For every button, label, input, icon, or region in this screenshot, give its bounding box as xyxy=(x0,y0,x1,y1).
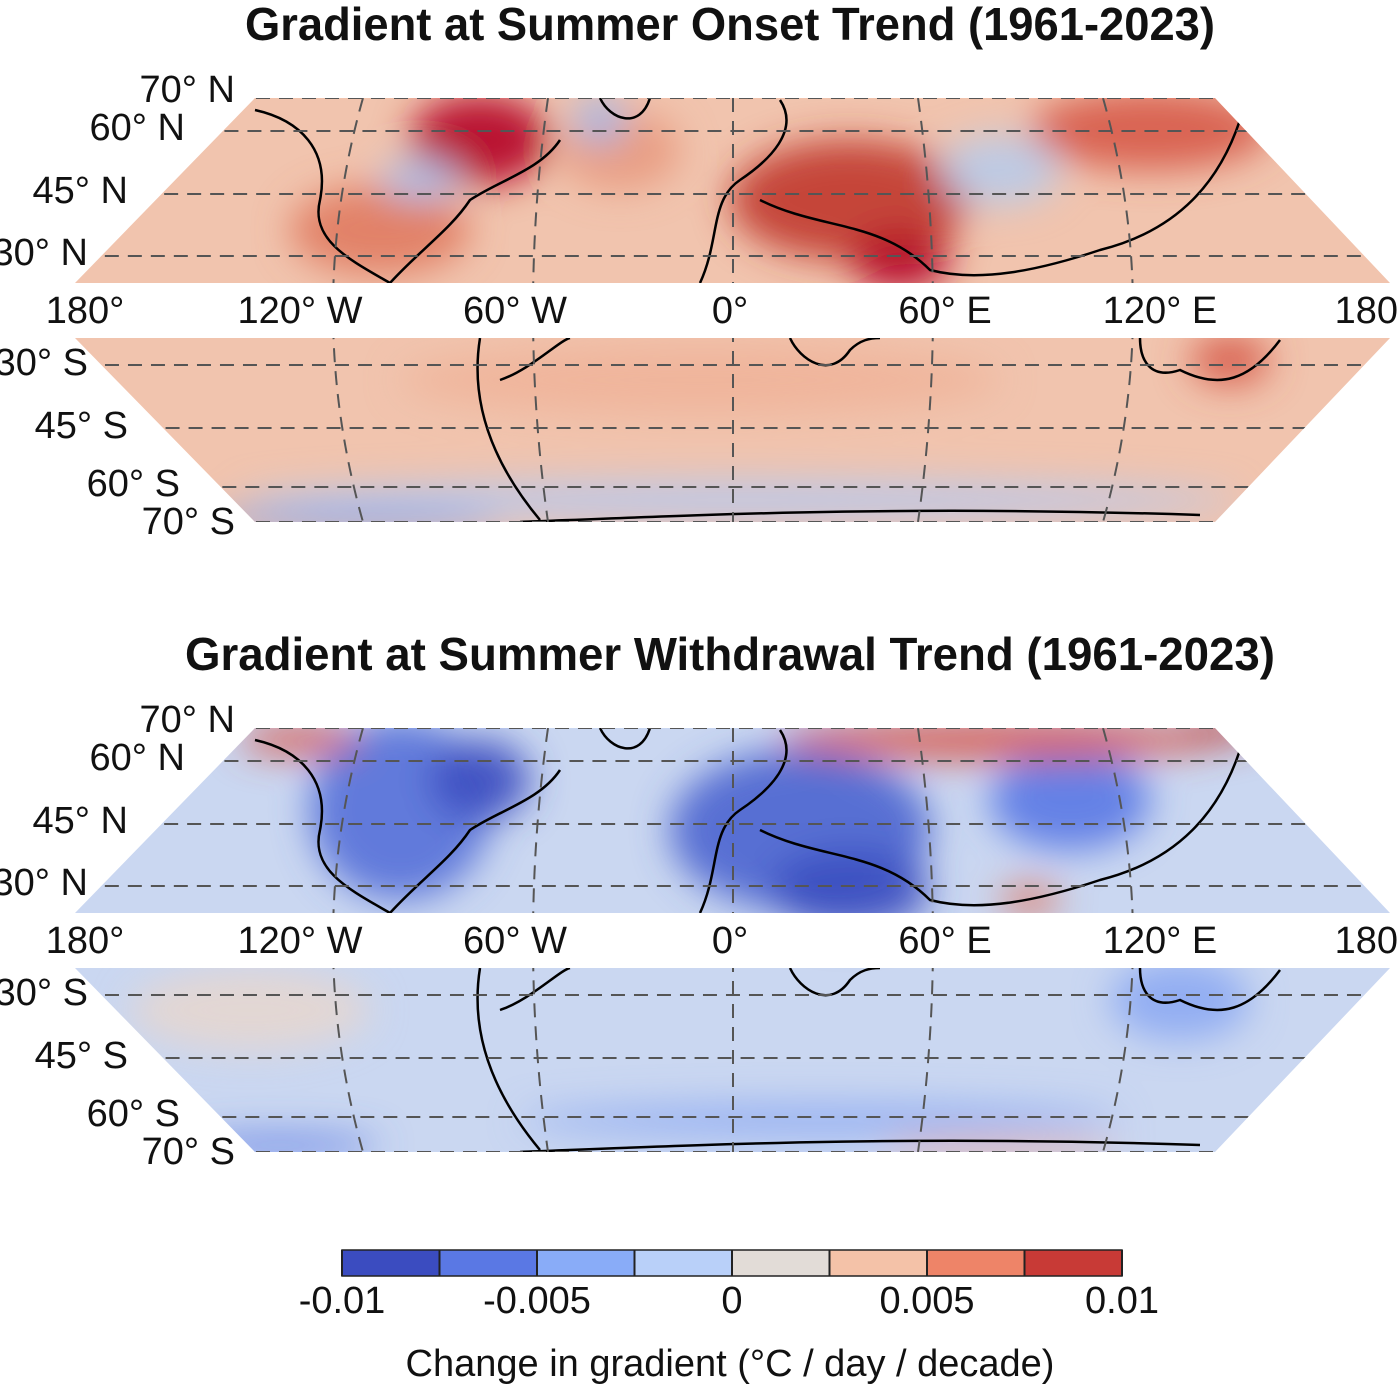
coastline xyxy=(254,738,391,915)
colorbar-bin xyxy=(732,1250,830,1276)
coastline xyxy=(788,966,881,997)
latitude-label: 60° N xyxy=(90,107,185,149)
latitude-label: 60° S xyxy=(87,1093,180,1135)
longitude-label: 0° xyxy=(712,290,748,332)
colorbar-bin xyxy=(829,1250,928,1276)
latitude-label: 70° S xyxy=(142,1131,235,1173)
field-patch xyxy=(290,185,470,275)
longitude-label: 120° E xyxy=(1103,290,1218,332)
longitude-label: 180 xyxy=(1335,920,1398,962)
latitude-label: 70° S xyxy=(142,501,235,543)
coastline xyxy=(476,966,571,1151)
field-patch xyxy=(400,345,1000,415)
field-patch xyxy=(780,728,1220,760)
latitude-label: 45° N xyxy=(33,170,128,212)
colorbar-bin xyxy=(342,1250,440,1276)
latitude-label: 45° N xyxy=(33,800,128,842)
panel-title: Gradient at Summer Withdrawal Trend (196… xyxy=(185,628,1275,680)
longitude-label: 120° E xyxy=(1103,920,1218,962)
field-patch xyxy=(770,850,930,930)
latitude-label: 45° S xyxy=(35,405,128,447)
coastline xyxy=(598,728,652,750)
latitude-label: 45° S xyxy=(35,1035,128,1077)
colorbar-bin xyxy=(1024,1250,1123,1276)
colorbar-tick-label: -0.01 xyxy=(299,1280,386,1322)
field-patch xyxy=(380,160,460,200)
equator-gap xyxy=(0,914,1400,967)
field-patch xyxy=(575,98,625,145)
coastline xyxy=(698,729,788,914)
field-patch xyxy=(990,750,1150,850)
longitude-label: 60° E xyxy=(898,290,991,332)
colorbar-tick-label: 0.005 xyxy=(879,1280,974,1322)
map-panel: Gradient at Summer Withdrawal Trend (196… xyxy=(0,628,1400,1173)
coastline xyxy=(598,98,652,120)
coastline xyxy=(476,336,571,521)
colorbar-bin xyxy=(634,1250,733,1276)
colorbar-tick-label: 0.01 xyxy=(1085,1280,1159,1322)
colorbar-tick-label: 0 xyxy=(721,1280,742,1322)
longitude-label: 180° xyxy=(46,920,125,962)
longitude-label: 60° W xyxy=(463,290,567,332)
field-patch xyxy=(730,140,970,260)
coastline xyxy=(759,749,1242,907)
field-patch xyxy=(410,98,550,185)
field-patch xyxy=(880,1140,1120,1152)
field-patch xyxy=(1180,728,1260,742)
field-patch xyxy=(240,728,360,755)
colorbar-label: Change in gradient (°C / day / decade) xyxy=(406,1343,1055,1385)
longitude-label: 180 xyxy=(1335,290,1398,332)
colorbar-bin xyxy=(927,1250,1025,1276)
latitude-label: 30° N xyxy=(0,232,88,274)
latitude-label: 70° N xyxy=(140,699,235,741)
map-panel: Gradient at Summer Onset Trend (1961-202… xyxy=(0,0,1400,543)
field-patch xyxy=(850,230,950,290)
longitude-label: 0° xyxy=(712,920,748,962)
latitude-label: 30° S xyxy=(0,972,88,1014)
equator-gap xyxy=(0,284,1400,337)
coastline xyxy=(254,108,391,285)
latitude-label: 60° S xyxy=(87,463,180,505)
field xyxy=(200,98,1270,522)
latitude-label: 30° N xyxy=(0,862,88,904)
latitude-label: 30° S xyxy=(0,342,88,384)
colorbar-bin xyxy=(537,1250,635,1276)
coastline xyxy=(519,1139,1201,1152)
field-patch xyxy=(520,1105,1120,1135)
longitude-label: 60° W xyxy=(463,920,567,962)
latitude-label: 60° N xyxy=(90,737,185,779)
field-patch xyxy=(1190,335,1270,385)
longitude-label: 120° W xyxy=(237,920,362,962)
field-patch xyxy=(430,740,530,820)
coastline xyxy=(759,119,1242,277)
longitude-label: 60° E xyxy=(898,920,991,962)
field-patch xyxy=(130,970,370,1050)
coastline xyxy=(698,99,788,284)
colorbar-bin xyxy=(439,1250,538,1276)
coastline xyxy=(519,509,1201,522)
field-patch xyxy=(940,135,1060,205)
longitude-label: 180° xyxy=(46,290,125,332)
panel-title: Gradient at Summer Onset Trend (1961-202… xyxy=(245,0,1215,50)
longitude-label: 120° W xyxy=(237,290,362,332)
coastline xyxy=(788,336,881,367)
field-patch xyxy=(200,510,500,522)
latitude-label: 70° N xyxy=(140,69,235,111)
colorbar-tick-label: -0.005 xyxy=(483,1280,591,1322)
